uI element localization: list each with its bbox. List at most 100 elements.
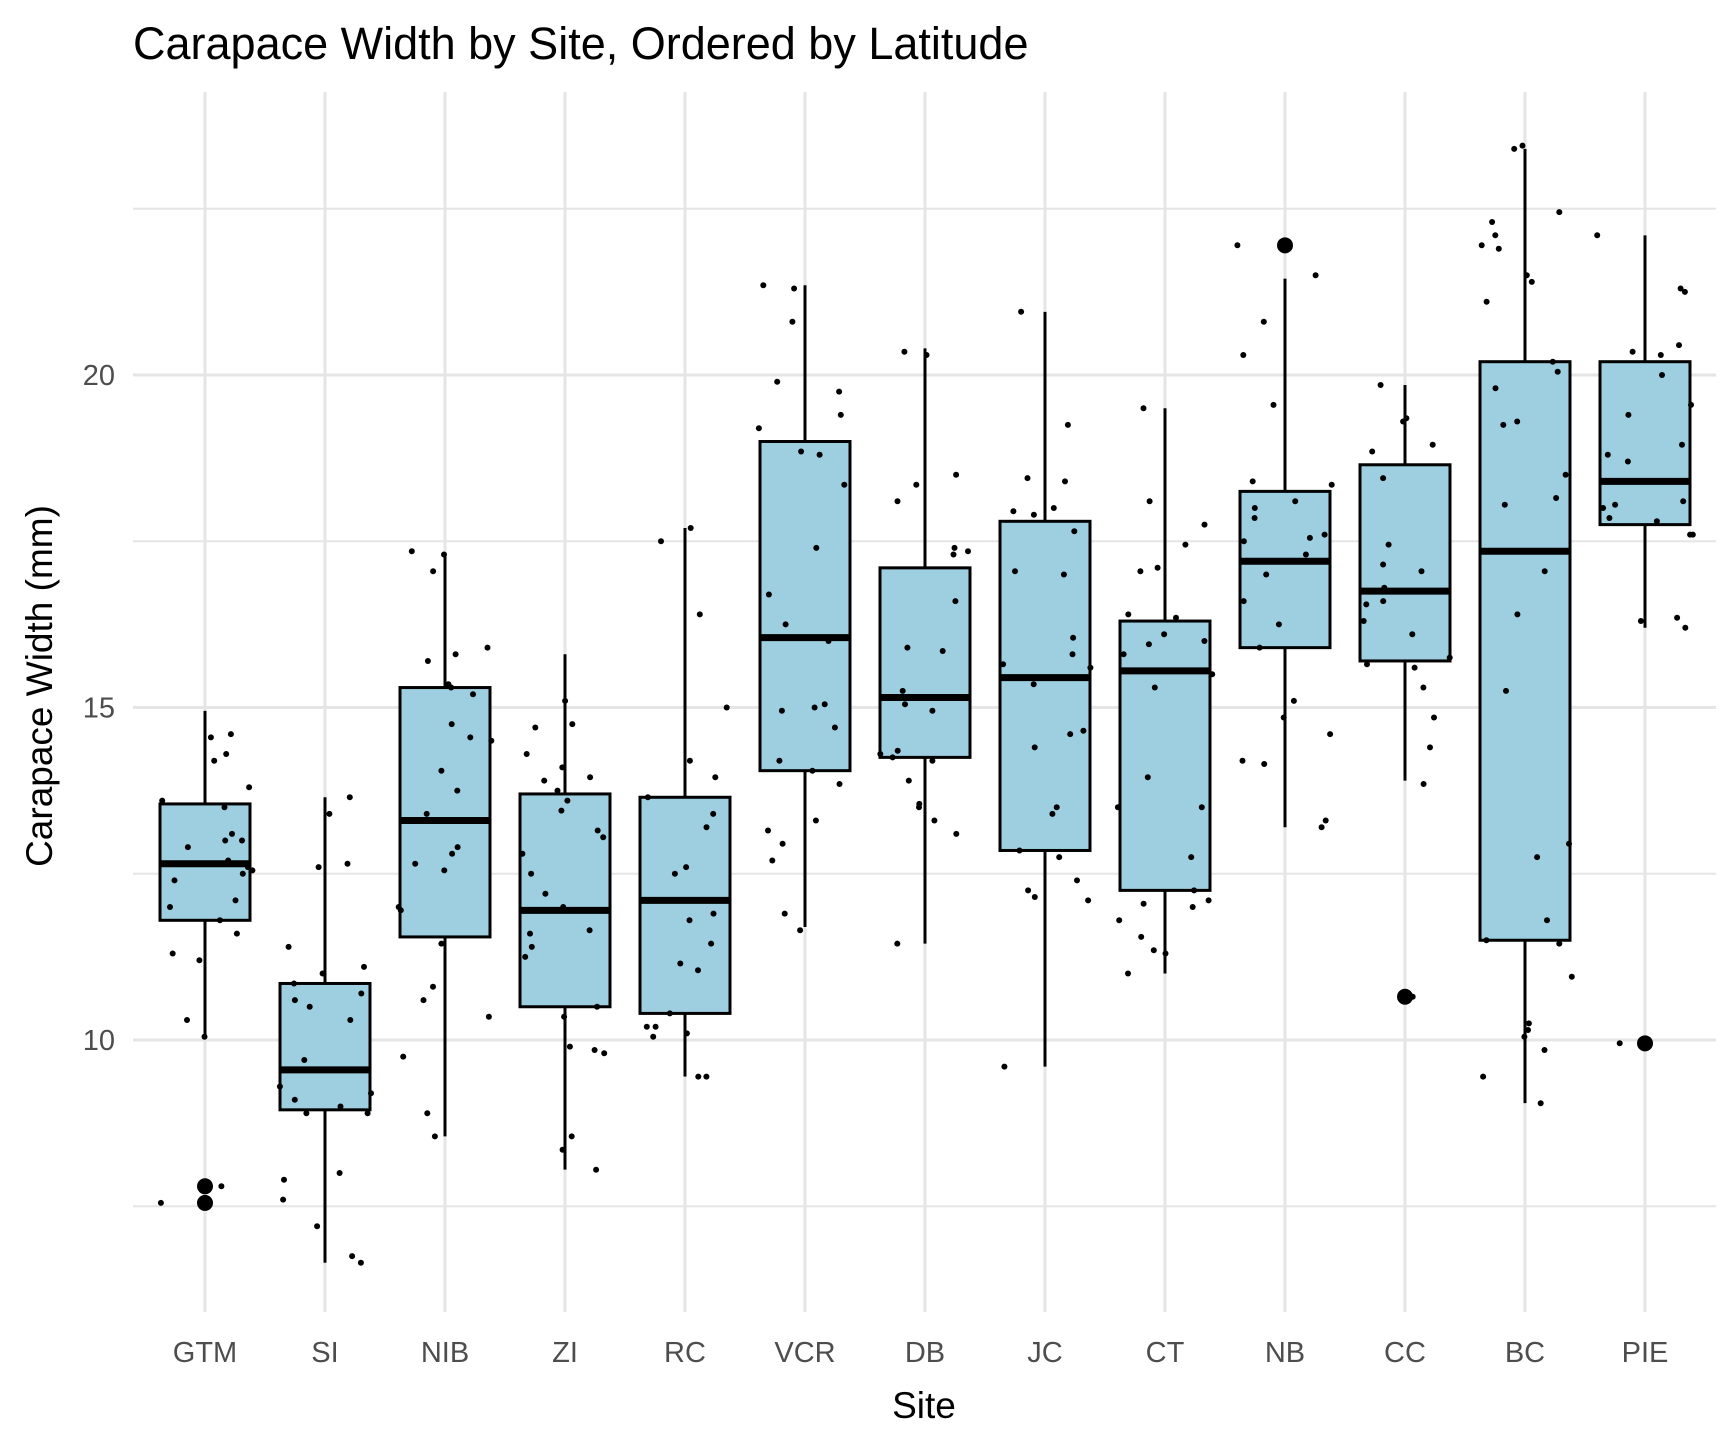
x-tick-label: JC <box>1027 1337 1062 1369</box>
jitter-point <box>1604 451 1611 458</box>
x-tick-label: PIE <box>1622 1337 1669 1369</box>
jitter-point <box>559 764 566 771</box>
jitter-point <box>1528 278 1535 285</box>
jitter-point <box>1154 564 1161 571</box>
jitter-point <box>1209 671 1216 678</box>
jitter-point <box>301 1057 308 1063</box>
jitter-point <box>837 411 844 418</box>
jitter-point <box>1256 644 1263 651</box>
jitter-point <box>1385 541 1392 548</box>
jitter-point <box>650 1033 657 1040</box>
jitter-point <box>281 1176 287 1183</box>
jitter-point <box>1322 817 1329 824</box>
outlier-point <box>1277 237 1293 254</box>
jitter-point <box>951 544 958 551</box>
jitter-point <box>1680 498 1687 505</box>
jitter-point <box>485 1013 492 1020</box>
jitter-point <box>336 1170 343 1176</box>
jitter-point <box>1070 634 1077 641</box>
jitter-point <box>319 970 326 977</box>
jitter-point <box>361 963 367 970</box>
jitter-point <box>1030 511 1037 518</box>
jitter-point <box>781 910 788 917</box>
x-tick-label: BC <box>1505 1337 1545 1369</box>
jitter-point <box>1182 541 1189 548</box>
jitter-point <box>586 927 593 934</box>
jitter-point <box>1657 352 1664 358</box>
box <box>1238 489 1332 650</box>
jitter-point <box>658 538 664 545</box>
jitter-point <box>813 544 820 551</box>
jitter-point <box>1001 1063 1008 1070</box>
outlier-point <box>1397 988 1413 1005</box>
jitter-point <box>1251 515 1258 521</box>
jitter-point <box>1679 441 1685 448</box>
jitter-point <box>1562 471 1569 478</box>
jitter-point <box>1144 774 1151 781</box>
jitter-point <box>438 767 445 774</box>
jitter-point <box>1162 667 1169 674</box>
jitter-point <box>1377 382 1384 388</box>
jitter-point <box>683 1030 690 1037</box>
x-tick-label: CC <box>1384 1337 1426 1369</box>
jitter-point <box>769 857 776 864</box>
jitter-point <box>765 591 772 598</box>
jitter-point <box>1519 142 1526 149</box>
jitter-point <box>1191 887 1198 894</box>
jitter-point <box>400 1053 407 1060</box>
jitter-point <box>1676 342 1682 349</box>
y-tick-label: 10 <box>83 1025 115 1057</box>
jitter-point <box>931 817 938 824</box>
jitter-point <box>953 830 960 837</box>
jitter-point <box>1018 308 1025 315</box>
jitter-point <box>1162 950 1169 957</box>
jitter-point <box>1556 209 1563 216</box>
jitter-point <box>1049 810 1056 817</box>
x-tick-label: VCR <box>774 1337 835 1369</box>
jitter-point <box>448 721 455 728</box>
jitter-point <box>836 388 843 395</box>
jitter-point <box>285 943 292 950</box>
jitter-point <box>1478 242 1485 249</box>
jitter-point <box>559 1146 566 1153</box>
box <box>1478 360 1572 942</box>
jitter-point <box>216 917 223 924</box>
jitter-point <box>441 867 448 874</box>
jitter-point <box>1240 538 1247 545</box>
jitter-point <box>929 757 936 764</box>
jitter-point <box>778 707 785 714</box>
jitter-point <box>1060 571 1067 578</box>
jitter-point <box>1501 501 1508 508</box>
jitter-point <box>562 697 569 704</box>
jitter-point <box>950 551 957 558</box>
jitter-point <box>1503 687 1509 694</box>
jitter-point <box>687 525 694 531</box>
jitter-point <box>1380 561 1387 568</box>
jitter-point <box>232 897 239 904</box>
x-tick-label: RC <box>664 1337 706 1369</box>
jitter-point <box>347 1017 354 1023</box>
boxes <box>158 360 1692 1112</box>
jitter-point <box>423 810 430 817</box>
jitter-point <box>1537 1100 1544 1107</box>
jitter-point <box>1523 272 1530 279</box>
jitter-point <box>368 1090 374 1097</box>
jitter-point <box>1260 318 1267 325</box>
jitter-point <box>1240 598 1247 605</box>
jitter-point <box>528 870 535 877</box>
jitter-point <box>430 983 436 990</box>
jitter-point <box>448 684 455 691</box>
x-tick-label: SI <box>311 1337 338 1369</box>
jitter-point <box>1653 518 1660 525</box>
jitter-point <box>652 1023 659 1030</box>
jitter-point <box>554 787 561 794</box>
jitter-point <box>965 548 971 555</box>
jitter-point <box>1541 1047 1548 1053</box>
jitter-point <box>412 860 419 867</box>
x-tick-labels: GTM SI NIB ZI RC VCR DB JC CT NB CC BC PIE <box>173 1337 1669 1369</box>
jitter-point <box>1116 917 1123 924</box>
jitter-point <box>901 348 908 355</box>
jitter-point <box>1677 285 1684 292</box>
jitter-point <box>1525 1020 1532 1027</box>
jitter-point <box>1380 475 1387 482</box>
